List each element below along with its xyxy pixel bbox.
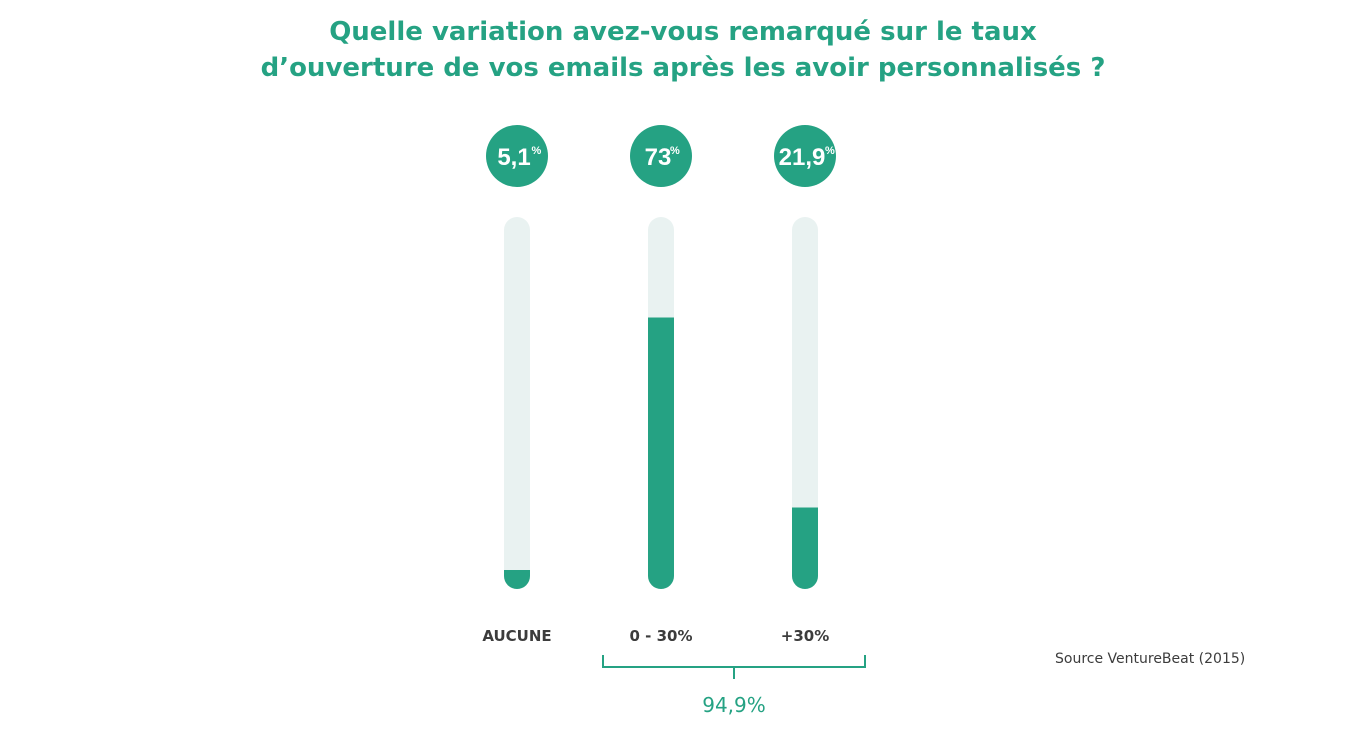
category-label: 0 - 30% (629, 627, 692, 645)
value-label: 73 (645, 144, 672, 171)
source-note: Source VentureBeat (2015) (1055, 651, 1246, 667)
category-label: +30% (781, 627, 829, 645)
value-bubble (630, 125, 692, 187)
bar-fill (648, 317, 674, 589)
group-bracket (602, 655, 866, 679)
bar-fill (504, 570, 530, 589)
value-label: 21,9 (779, 144, 826, 171)
value-label: 5,1 (497, 144, 530, 171)
chart-title-line-2: d’ouverture de vos emails après les avoi… (260, 53, 1106, 83)
category-label: AUCUNE (482, 627, 551, 645)
bar-track (792, 217, 818, 589)
value-bubble (486, 125, 548, 187)
group-total-label: 94,9% (702, 693, 766, 717)
value-unit: % (532, 145, 542, 157)
value-unit: % (825, 145, 835, 157)
chart-title: Quelle variation avez-vous remarqué sur … (183, 14, 1183, 86)
chart-title-line-1: Quelle variation avez-vous remarqué sur … (329, 17, 1037, 47)
value-unit: % (670, 145, 680, 157)
bar-track (504, 217, 530, 589)
bar-fill (792, 507, 818, 589)
value-bubble (774, 125, 836, 187)
